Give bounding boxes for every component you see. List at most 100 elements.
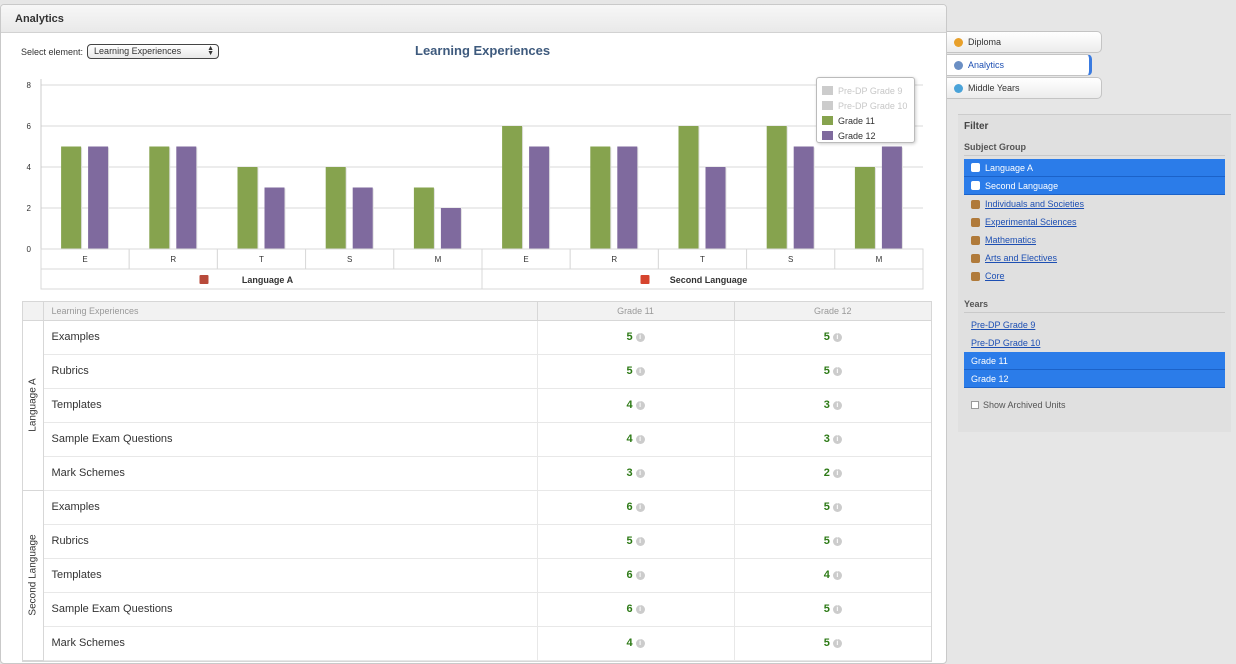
table-row: Templates 4 i 3 i (23, 388, 931, 423)
table-row: Language A Examples 5 i 5 i (23, 320, 931, 491)
info-icon[interactable]: i (635, 366, 645, 376)
info-icon[interactable]: i (832, 332, 842, 342)
info-icon[interactable]: i (832, 468, 842, 478)
bar-grade-11 (61, 146, 82, 249)
subject-icon (971, 199, 980, 209)
gift-icon (640, 275, 650, 284)
subject-mathematics[interactable]: Mathematics (964, 231, 1225, 249)
info-icon[interactable]: i (635, 434, 645, 444)
bar-grade-12 (881, 146, 902, 249)
subject-language-a[interactable]: Language A (964, 159, 1225, 177)
analytics-panel: Analytics Select element: Learning Exper… (0, 4, 947, 664)
group-label: Second Language (670, 275, 748, 285)
y-tick-label: 4 (27, 163, 32, 172)
bar-grade-12 (352, 187, 373, 249)
category-label: T (700, 255, 705, 264)
filter-panel: Filter Subject Group Language A Second La… (958, 114, 1231, 432)
chart-legend: Pre-DP Grade 9 Pre-DP Grade 10 Grade 11 Gra… (816, 77, 915, 143)
category-label: E (82, 255, 87, 264)
tab-middle-years[interactable]: Middle Years (947, 77, 1102, 99)
bar-grade-11 (149, 146, 170, 249)
info-icon[interactable]: i (832, 400, 842, 410)
legend-item[interactable]: Pre-DP Grade 9 (822, 83, 909, 98)
filter-item-label: Core (985, 271, 1005, 281)
info-icon[interactable]: i (635, 400, 645, 410)
row-label: Rubrics (43, 354, 537, 389)
info-icon[interactable]: i (832, 570, 842, 580)
bar-grade-11 (854, 167, 875, 249)
tab-label: Middle Years (968, 83, 1020, 93)
legend-swatch (822, 131, 833, 140)
info-icon[interactable]: i (635, 638, 645, 648)
subject-icon (971, 235, 980, 245)
element-select[interactable]: Learning Experiences ▲ ▼ (87, 44, 220, 59)
table-row: Templates 6 i 4 i (23, 558, 931, 593)
bar-chart: 0 2 4 6 8 E R T S M E R T S M Language A Second Language (27, 79, 924, 290)
info-icon[interactable]: i (832, 638, 842, 648)
year-grade-12[interactable]: Grade 12 (964, 370, 1225, 388)
legend-item[interactable]: Pre-DP Grade 10 (822, 98, 909, 113)
row-group-label: Second Language (27, 534, 39, 616)
chart-title: Learning Experiences (415, 43, 551, 58)
table-row: Sample Exam Questions 6 i 5 i (23, 592, 931, 627)
bar-grade-12 (88, 146, 109, 249)
tab-analytics[interactable]: Analytics (947, 54, 1092, 76)
year-pre-dp-grade-9[interactable]: Pre-DP Grade 9 (964, 316, 1225, 334)
legend-item[interactable]: Grade 11 (822, 113, 909, 128)
row-label: Examples (43, 490, 537, 525)
info-icon[interactable]: i (635, 332, 645, 342)
bar-grade-11 (766, 126, 787, 249)
row-label: Mark Schemes (43, 456, 537, 491)
checkbox-box[interactable] (971, 401, 979, 409)
legend-label: Pre-DP Grade 10 (838, 100, 908, 111)
info-icon[interactable]: i (635, 536, 645, 546)
info-icon[interactable]: i (635, 570, 645, 580)
subject-icon (971, 217, 980, 227)
info-icon[interactable]: i (832, 604, 842, 614)
subject-icon (971, 253, 980, 263)
info-icon[interactable]: i (635, 502, 645, 512)
category-label: M (435, 255, 442, 264)
subject-icon (971, 181, 980, 190)
category-label: R (170, 255, 176, 264)
table-row: Rubrics 5 i 5 i (23, 524, 931, 559)
row-label: Templates (43, 388, 537, 423)
subject-arts-and-electives[interactable]: Arts and Electives (964, 249, 1225, 267)
subject-core[interactable]: Core (964, 267, 1225, 285)
tab-icon (954, 37, 963, 47)
tab-icon (954, 60, 963, 70)
filter-item-label: Grade 12 (971, 373, 1009, 384)
legend-label: Grade 12 (838, 130, 876, 141)
y-tick-label: 6 (27, 122, 32, 131)
show-archived-checkbox[interactable]: Show Archived Units (964, 400, 1225, 410)
tab-diploma[interactable]: Diploma (947, 31, 1102, 53)
legend-label: Pre-DP Grade 9 (838, 85, 903, 96)
legend-item[interactable]: Grade 12 (822, 128, 909, 143)
row-label: Examples (43, 320, 537, 355)
element-selector: Select element: Learning Experiences ▲ ▼ (21, 44, 220, 59)
category-label: R (611, 255, 617, 264)
info-icon[interactable]: i (832, 434, 842, 444)
info-icon[interactable]: i (635, 604, 645, 614)
info-icon[interactable]: i (635, 468, 645, 478)
subject-individuals-and-societies[interactable]: Individuals and Societies (964, 195, 1225, 213)
info-icon[interactable]: i (832, 502, 842, 512)
category-label: M (876, 255, 883, 264)
subject-experimental-sciences[interactable]: Experimental Sciences (964, 213, 1225, 231)
table-row: Mark Schemes 4 i 5 i (23, 626, 931, 661)
subject-second-language[interactable]: Second Language (964, 177, 1225, 195)
row-label: Mark Schemes (43, 626, 537, 661)
year-grade-11[interactable]: Grade 11 (964, 352, 1225, 370)
subject-group-list: Language A Second Language Individuals and… (964, 159, 1225, 285)
info-icon[interactable]: i (832, 366, 842, 376)
years-title: Years (964, 299, 1225, 313)
year-pre-dp-grade-10[interactable]: Pre-DP Grade 10 (964, 334, 1225, 352)
info-icon[interactable]: i (832, 536, 842, 546)
